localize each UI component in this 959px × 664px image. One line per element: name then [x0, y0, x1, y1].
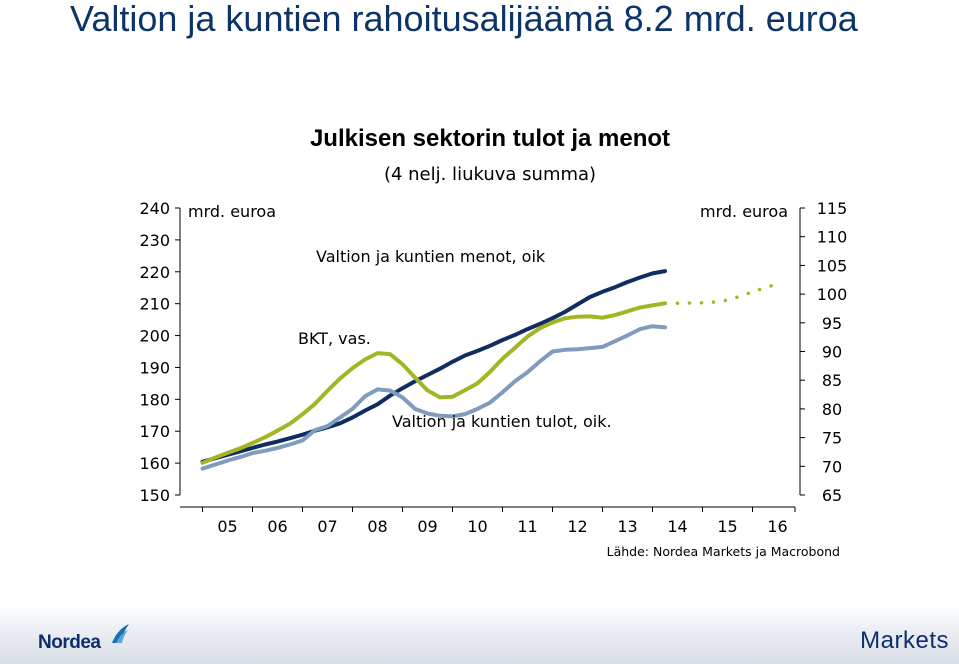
left-tick-label: 200 — [139, 327, 170, 346]
chart-title: Julkisen sektorin tulot ja menot — [310, 125, 670, 152]
x-axis-ticks: 05 06 07 08 09 10 11 12 13 14 15 16 — [202, 507, 796, 536]
left-tick-label: 150 — [139, 486, 170, 505]
footer-bar: Nordea Markets — [0, 605, 959, 664]
annotation-tulot: Valtion ja kuntien tulot, oik. — [392, 412, 612, 431]
series-line-tulot — [200, 324, 667, 471]
left-axis-unit: mrd. euroa — [188, 202, 276, 221]
right-axis-ticks: 65 70 75 80 85 90 95 100 105 110 115 — [800, 199, 847, 505]
right-tick-label: 100 — [817, 285, 848, 304]
right-tick-label: 95 — [822, 314, 842, 333]
right-tick-label: 90 — [822, 343, 842, 362]
left-axis-ticks: 150 160 170 180 190 200 210 220 230 240 — [139, 199, 180, 505]
nordea-logo: Nordea — [38, 632, 101, 653]
series-line-bkt_forecast — [675, 282, 780, 306]
left-tick-label: 190 — [139, 358, 170, 377]
left-tick-label: 240 — [139, 199, 170, 218]
chart-subtitle: (4 nelj. liukuva summa) — [384, 164, 596, 185]
x-tick-label: 11 — [517, 517, 537, 536]
annotation-menot: Valtion ja kuntien menot, oik — [316, 247, 546, 266]
left-tick-label: 230 — [139, 231, 170, 250]
slide-title: Valtion ja kuntien rahoitusalijäämä 8.2 … — [70, 0, 858, 39]
x-tick-label: 09 — [417, 517, 437, 536]
right-tick-label: 65 — [822, 486, 842, 505]
right-tick-label: 70 — [822, 457, 842, 476]
x-tick-label: 05 — [217, 517, 237, 536]
left-tick-label: 210 — [139, 295, 170, 314]
x-tick-label: 07 — [317, 517, 337, 536]
x-tick-label: 16 — [767, 517, 787, 536]
right-tick-label: 115 — [817, 199, 848, 218]
right-tick-label: 75 — [822, 429, 842, 448]
right-axis-unit: mrd. euroa — [700, 202, 788, 221]
series-line-menot — [200, 269, 667, 464]
right-tick-label: 85 — [822, 371, 842, 390]
series-lines — [200, 269, 780, 471]
left-tick-label: 170 — [139, 422, 170, 441]
x-tick-label: 15 — [717, 517, 737, 536]
right-tick-label: 80 — [822, 400, 842, 419]
x-tick-label: 14 — [667, 517, 687, 536]
right-tick-label: 105 — [817, 256, 848, 275]
x-tick-label: 12 — [567, 517, 587, 536]
left-tick-label: 220 — [139, 263, 170, 282]
markets-logo: Markets — [860, 627, 949, 654]
x-tick-label: 06 — [267, 517, 287, 536]
source-note: Lähde: Nordea Markets ja Macrobond — [607, 544, 840, 559]
annotation-bkt: BKT, vas. — [298, 329, 371, 348]
x-tick-label: 10 — [467, 517, 487, 536]
left-tick-label: 180 — [139, 390, 170, 409]
right-tick-label: 110 — [817, 228, 848, 247]
left-tick-label: 160 — [139, 454, 170, 473]
nordea-wing-icon — [112, 624, 129, 643]
x-tick-label: 13 — [617, 517, 637, 536]
series-line-bkt — [200, 301, 667, 465]
chart: Julkisen sektorin tulot ja menot (4 nelj… — [139, 125, 847, 559]
x-tick-label: 08 — [367, 517, 387, 536]
